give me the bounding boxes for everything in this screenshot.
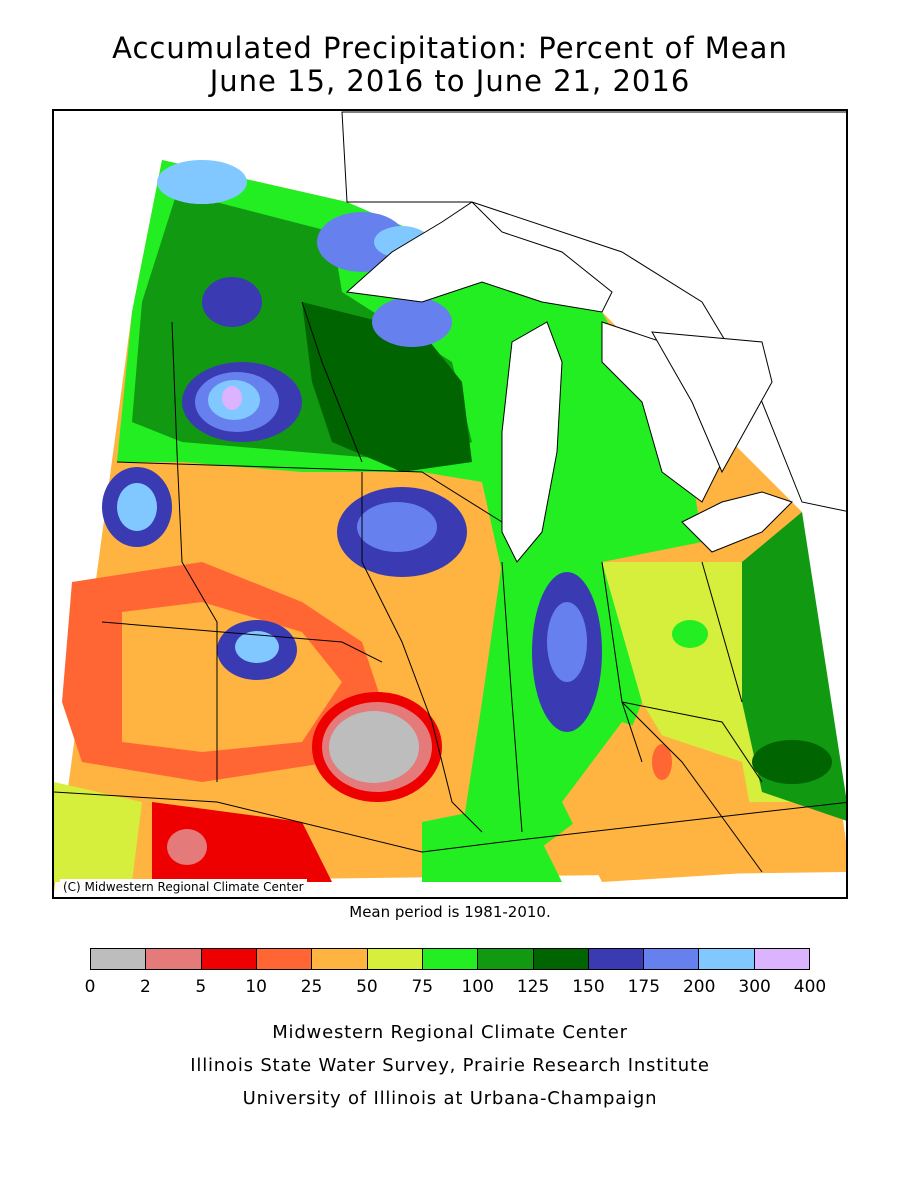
mean-period-note: Mean period is 1981-2010. (349, 903, 551, 921)
blob-upmi-blue (372, 297, 452, 347)
blob-ne-lightblue (235, 631, 279, 663)
blob-sd-lightblue (117, 483, 157, 531)
ontario-peninsula (651, 331, 773, 474)
legend-swatch (754, 949, 810, 969)
dry-gray-center (329, 711, 419, 783)
lake-michigan (501, 321, 563, 563)
map-date-range: June 15, 2016 to June 21, 2016 (209, 64, 691, 98)
oh-green-spot (672, 620, 708, 648)
legend-tick: 150 (572, 977, 605, 997)
blob-nw-lightblue (157, 160, 247, 204)
legend-tick: 400 (793, 977, 827, 997)
legend-tick: 10 (245, 977, 267, 997)
blob-n-blue (317, 212, 407, 272)
legend-swatch (146, 949, 202, 969)
color-legend (90, 948, 810, 970)
legend-swatch (588, 949, 645, 969)
legend-tick: 175 (627, 977, 661, 997)
in-lightblue-blob (547, 602, 587, 682)
blob-mn-purple (202, 277, 262, 327)
copyright-label: (C) Midwestern Regional Climate Center (60, 879, 307, 895)
legend-tick: 50 (356, 977, 378, 997)
legend-swatch (478, 949, 534, 969)
precipitation-map: (C) Midwestern Regional Climate Center (52, 109, 848, 899)
credit-line-2: Illinois State Water Survey, Prairie Res… (190, 1055, 710, 1076)
wv-dark-blob (752, 740, 832, 784)
legend-tick: 0 (84, 977, 96, 997)
legend-tick: 125 (516, 977, 550, 997)
legend-tick: 200 (682, 977, 716, 997)
ky-orange-zone (562, 722, 762, 882)
legend-swatch (91, 949, 147, 969)
lake-superior (345, 201, 613, 313)
legend-tick: 100 (461, 977, 494, 997)
wisconsin-dark-zone (302, 302, 472, 472)
legend-tick: 300 (738, 977, 771, 997)
legend-swatch (422, 949, 479, 969)
legend-swatch (533, 949, 589, 969)
map-title: Accumulated Precipitation: Percent of Me… (112, 31, 788, 65)
legend-tick: 2 (139, 977, 151, 997)
precipitation-map-svg (54, 111, 846, 892)
credit-line-1: Midwestern Regional Climate Center (272, 1022, 628, 1043)
legend-tick: 25 (300, 977, 323, 997)
legend-swatch (367, 949, 423, 969)
state-borders (54, 301, 846, 873)
blob-mn-lilac (222, 386, 242, 410)
legend-swatch (256, 949, 313, 969)
east-green-zone (742, 512, 846, 821)
lake-erie (681, 491, 793, 553)
legend-swatch (699, 949, 755, 969)
sw-edge-green (54, 782, 142, 882)
legend-tick: 75 (411, 977, 434, 997)
ky-red-spot (652, 744, 672, 780)
legend-tick: 5 (195, 977, 207, 997)
credit-line-3: University of Illinois at Urbana-Champai… (242, 1088, 658, 1109)
canada-land (341, 111, 846, 512)
s-green-band (422, 802, 562, 882)
legend-swatch (312, 949, 368, 969)
sw-pink-spot (167, 829, 207, 865)
legend-tick-labels: 0 2 5 10 25 50 75 100 125 150 175 200 300 400 (85, 977, 827, 999)
legend-swatch (644, 949, 700, 969)
blob-wi-lightblue (357, 502, 437, 552)
legend-swatch (201, 949, 257, 969)
